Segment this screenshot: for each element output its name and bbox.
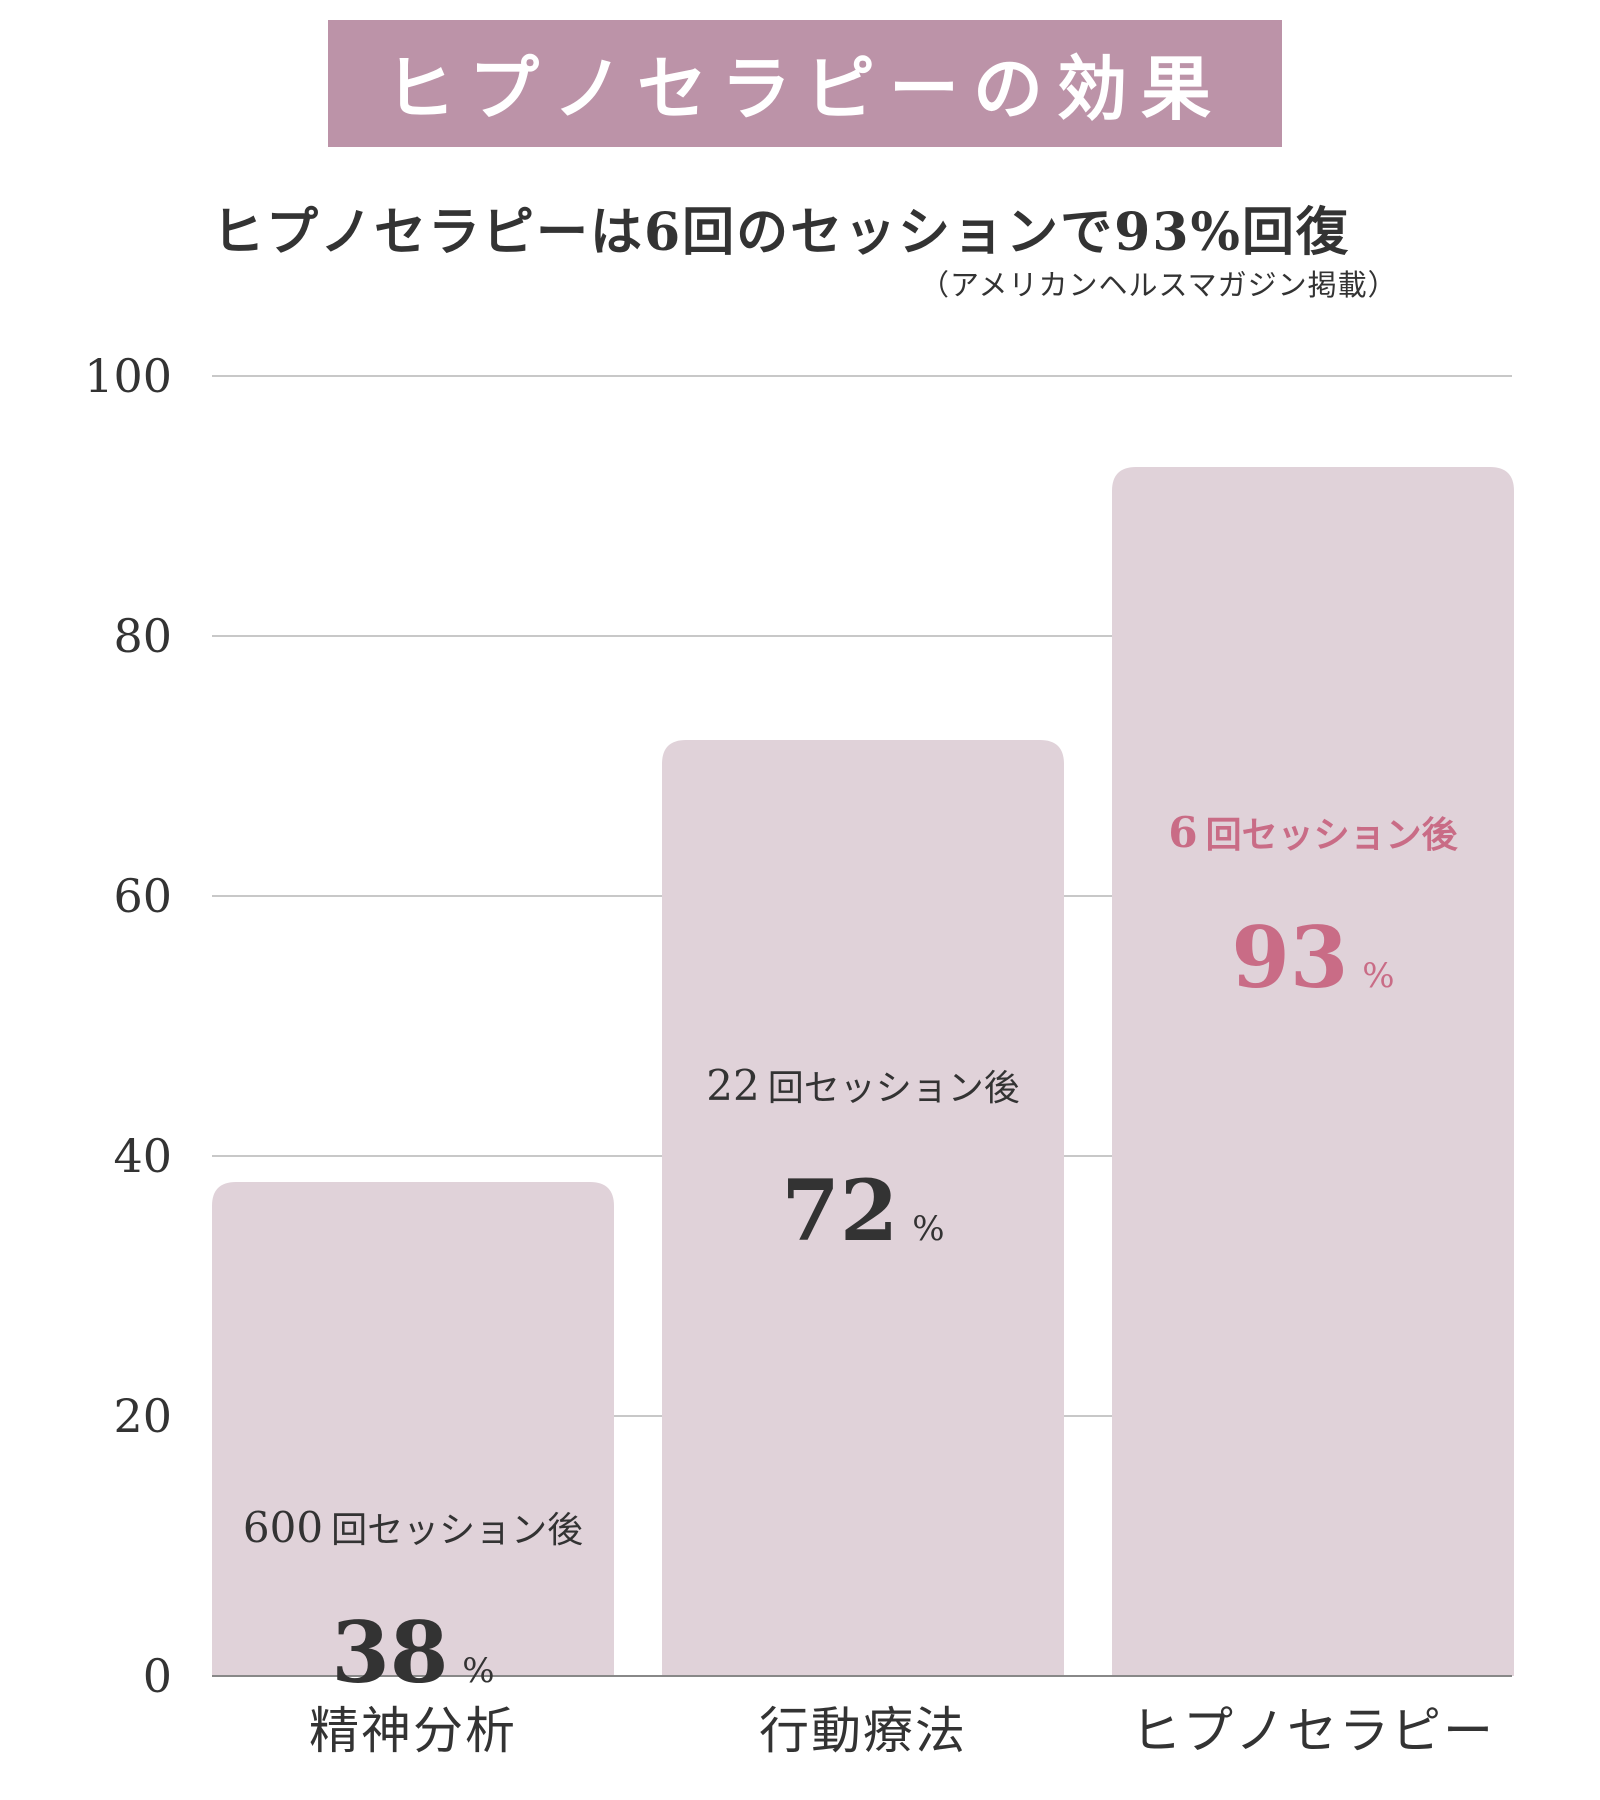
session-annotation: 6 回セッション後 xyxy=(1168,808,1458,857)
bars xyxy=(212,467,1514,1676)
y-tick-label: 100 xyxy=(84,349,172,403)
x-tick-label: 行動療法 xyxy=(759,1702,967,1760)
value-unit: % xyxy=(912,1209,944,1249)
value-label: 93% xyxy=(1231,908,1394,1007)
bar xyxy=(1112,467,1514,1676)
session-annotation: 600 回セッション後 xyxy=(243,1503,583,1552)
session-label: 回セッション後 xyxy=(768,1068,1020,1109)
session-count: 600 xyxy=(243,1503,323,1552)
y-tick-label: 80 xyxy=(113,609,172,663)
value-label: 72% xyxy=(781,1161,944,1260)
value-number: 72 xyxy=(781,1161,898,1260)
value-unit: % xyxy=(462,1651,494,1691)
session-count: 6 xyxy=(1168,808,1197,857)
bar xyxy=(662,740,1064,1676)
value-unit: % xyxy=(1362,956,1394,996)
x-tick-label: ヒプノセラピー xyxy=(1131,1702,1495,1760)
source-note: （アメリカンヘルスマガジン掲載） xyxy=(920,268,1398,302)
bar xyxy=(212,1182,614,1676)
banner-title: ヒプノセラピーの効果 xyxy=(385,47,1225,130)
y-tick-label: 60 xyxy=(113,869,172,923)
y-axis-ticks: 0 20 40 60 80 100 xyxy=(84,349,172,1703)
x-axis-labels: 精神分析 行動療法 ヒプノセラピー xyxy=(309,1702,1495,1760)
session-label: 回セッション後 xyxy=(1206,814,1459,856)
value-label: 38% xyxy=(331,1603,494,1702)
value-number: 38 xyxy=(331,1603,448,1702)
session-count: 22 xyxy=(706,1061,759,1110)
y-tick-label: 20 xyxy=(113,1389,172,1443)
y-tick-label: 0 xyxy=(143,1649,172,1703)
x-tick-label: 精神分析 xyxy=(309,1702,517,1760)
chart-subtitle: ヒプノセラピーは6回のセッションで93%回復 xyxy=(212,202,1350,263)
title-banner: ヒプノセラピーの効果 xyxy=(328,20,1282,147)
session-label: 回セッション後 xyxy=(331,1510,583,1551)
y-tick-label: 40 xyxy=(113,1129,172,1183)
value-number: 93 xyxy=(1231,908,1348,1007)
session-annotation: 22 回セッション後 xyxy=(706,1061,1019,1110)
